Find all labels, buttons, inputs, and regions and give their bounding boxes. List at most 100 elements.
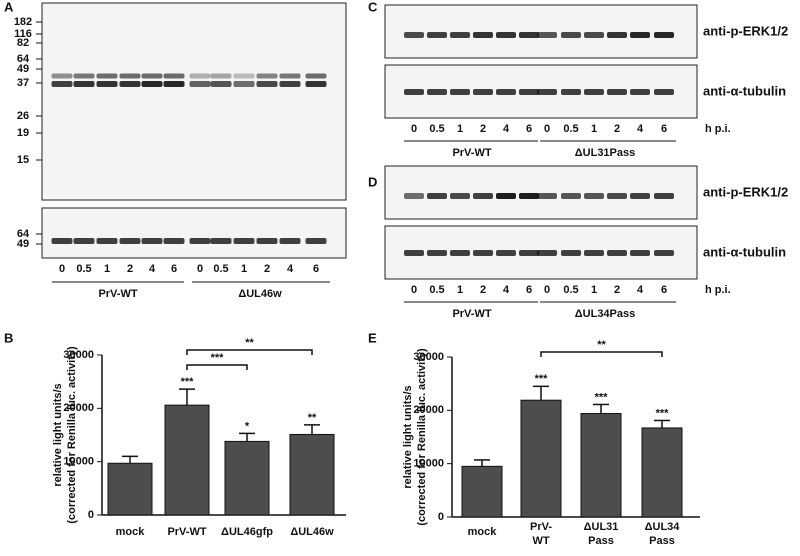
band: [73, 73, 95, 79]
lane-label: 4: [503, 284, 510, 296]
band: [450, 193, 470, 199]
band: [450, 250, 470, 256]
band: [305, 81, 327, 87]
y-tick-label: 0: [438, 511, 444, 523]
blot-label: anti-p-ERK1/2: [703, 23, 788, 38]
band: [210, 73, 232, 79]
group-label: ΔUL46w: [238, 288, 282, 300]
significance-label: ***: [211, 352, 225, 364]
x-tick-label: ΔUL46w: [290, 526, 334, 538]
lane-label: 0.5: [213, 263, 228, 275]
y-axis-title: (corrected for Renilla luc. activity): [66, 346, 78, 524]
band: [537, 193, 557, 199]
lane-label: 0.5: [76, 263, 91, 275]
significance-label: ***: [535, 373, 549, 385]
band: [305, 238, 327, 244]
band: [427, 193, 447, 199]
bar: [580, 413, 622, 518]
lane-label: 0.5: [563, 123, 578, 135]
band: [73, 81, 95, 87]
lane-label: 4: [287, 263, 294, 275]
band: [163, 238, 185, 244]
band: [96, 81, 118, 87]
bar: [224, 440, 270, 516]
marker-label: 19: [17, 127, 29, 139]
band: [519, 32, 539, 38]
band: [496, 250, 516, 256]
band: [404, 89, 424, 95]
bar: [520, 399, 562, 518]
band: [607, 193, 627, 199]
lane-label: 1: [457, 123, 463, 135]
band: [630, 89, 650, 95]
lane-label: 0: [411, 284, 417, 296]
group-label: ΔUL34Pass: [575, 308, 636, 320]
y-axis-title: relative light units/s: [402, 385, 414, 488]
band: [561, 193, 581, 199]
lane-label: 0.5: [563, 284, 578, 296]
band: [163, 73, 185, 79]
x-tick-label: Pass: [649, 535, 675, 547]
band: [279, 73, 301, 79]
significance-label: **: [308, 412, 317, 424]
lane-label: 6: [313, 263, 319, 275]
lane-label: 6: [526, 123, 532, 135]
time-label: h p.i.: [705, 123, 731, 135]
band: [607, 32, 627, 38]
lane-label: 0.5: [429, 284, 444, 296]
significance-label: *: [245, 420, 250, 432]
marker-label: 37: [17, 77, 29, 89]
bar: [461, 465, 503, 518]
band: [210, 238, 232, 244]
band: [654, 32, 674, 38]
band: [473, 32, 493, 38]
band: [473, 250, 493, 256]
x-tick-label: PrV-WT: [167, 526, 206, 538]
y-tick-label: 0: [88, 509, 94, 521]
significance-label: **: [597, 339, 606, 351]
band: [654, 193, 674, 199]
lane-label: 2: [264, 263, 270, 275]
group-label: PrV-WT: [452, 308, 491, 320]
band: [233, 238, 255, 244]
y-tick-label: 20000: [63, 402, 94, 414]
time-label: h p.i.: [705, 284, 731, 296]
band: [561, 32, 581, 38]
lane-label: 4: [149, 263, 156, 275]
panel-letter: C: [368, 0, 378, 14]
bar: [641, 427, 683, 518]
band: [450, 32, 470, 38]
group-label: PrV-WT: [98, 288, 137, 300]
band: [404, 32, 424, 38]
marker-label: 116: [14, 28, 32, 40]
band: [141, 81, 163, 87]
band: [51, 73, 73, 79]
band: [607, 89, 627, 95]
band: [584, 250, 604, 256]
band: [119, 238, 141, 244]
band: [584, 89, 604, 95]
band: [233, 73, 255, 79]
lane-label: 2: [614, 284, 620, 296]
significance-bracket: [186, 364, 248, 370]
band: [163, 81, 185, 87]
group-label: PrV-WT: [452, 147, 491, 159]
marker-label: 182: [14, 16, 32, 28]
x-tick-label: ΔUL46gfp: [221, 526, 273, 538]
band: [256, 238, 278, 244]
band: [519, 193, 539, 199]
marker-label: 64: [17, 53, 30, 65]
significance-bracket: [540, 351, 663, 357]
band: [141, 238, 163, 244]
y-axis-title: relative light units/s: [52, 383, 64, 486]
lane-label: 0: [544, 284, 550, 296]
bar: [289, 433, 335, 516]
band: [256, 73, 278, 79]
band: [427, 250, 447, 256]
band: [141, 73, 163, 79]
bar: [164, 404, 210, 516]
band: [189, 73, 211, 79]
band: [210, 81, 232, 87]
x-tick-label: ΔUL31: [584, 521, 619, 533]
